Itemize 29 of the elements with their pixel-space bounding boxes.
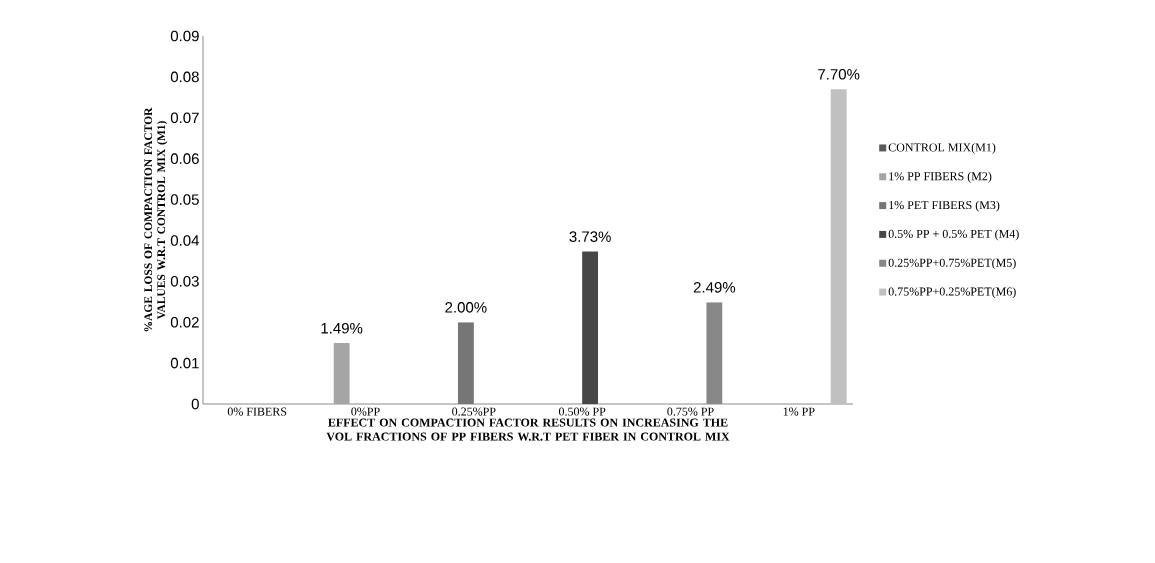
data-label: 2.49% xyxy=(693,282,736,293)
legend-label: CONTROL MIX(M1) xyxy=(888,143,996,154)
x-tick-label: 0.75% PP xyxy=(667,407,714,416)
y-axis-title: %AGE LOSS OF COMPACTION FACTOR VALUES W.R.T CONTROL MIX (M1) xyxy=(144,107,168,332)
x-tick-label: 0%PP xyxy=(351,407,380,416)
y-tick-label: 0.07 xyxy=(170,112,199,124)
legend-label: 0.75%PP+0.25%PET(M6) xyxy=(888,287,1016,299)
legend-label: 0.5% PP + 0.5% PET (M4) xyxy=(888,229,1019,241)
x-tick-label: 0.25%PP xyxy=(452,407,496,416)
x-tick-label: 0% FIBERS xyxy=(227,407,287,416)
y-tick-label: 0.08 xyxy=(170,71,199,83)
y-tick-label: 0.03 xyxy=(170,276,199,287)
legend-label: 1% PET FIBERS (M3) xyxy=(889,200,1000,212)
data-label: 3.73% xyxy=(569,231,611,242)
y-tick-label: 0.05 xyxy=(170,194,199,205)
x-tick-label: 1% PP xyxy=(783,407,815,416)
legend-label: 0.25%PP+0.75%PET(M5) xyxy=(888,258,1016,270)
data-label: 7.70% xyxy=(818,69,860,80)
y-tick-label: 0.06 xyxy=(170,153,199,164)
data-label: 1.49% xyxy=(321,322,363,334)
x-axis-title: EFFECT ON COMPACTION FACTOR RESULTS ON INCREASING THE VOL FRACTIONS OF PP FIBERS W.R.T PET FIBER IN CONTROL MIX xyxy=(326,418,730,441)
legend-label: 1% PP FIBERS (M2) xyxy=(889,171,992,183)
y-tick-label: 0.04 xyxy=(170,235,200,246)
data-label: 2.00% xyxy=(445,302,487,313)
y-tick-label: 0.09 xyxy=(170,30,199,42)
y-tick-label: 0.02 xyxy=(170,316,199,328)
x-tick-label: 0.50% PP xyxy=(558,407,606,416)
y-tick-label: 0.01 xyxy=(170,357,199,369)
y-tick-label: 0 xyxy=(191,398,199,410)
